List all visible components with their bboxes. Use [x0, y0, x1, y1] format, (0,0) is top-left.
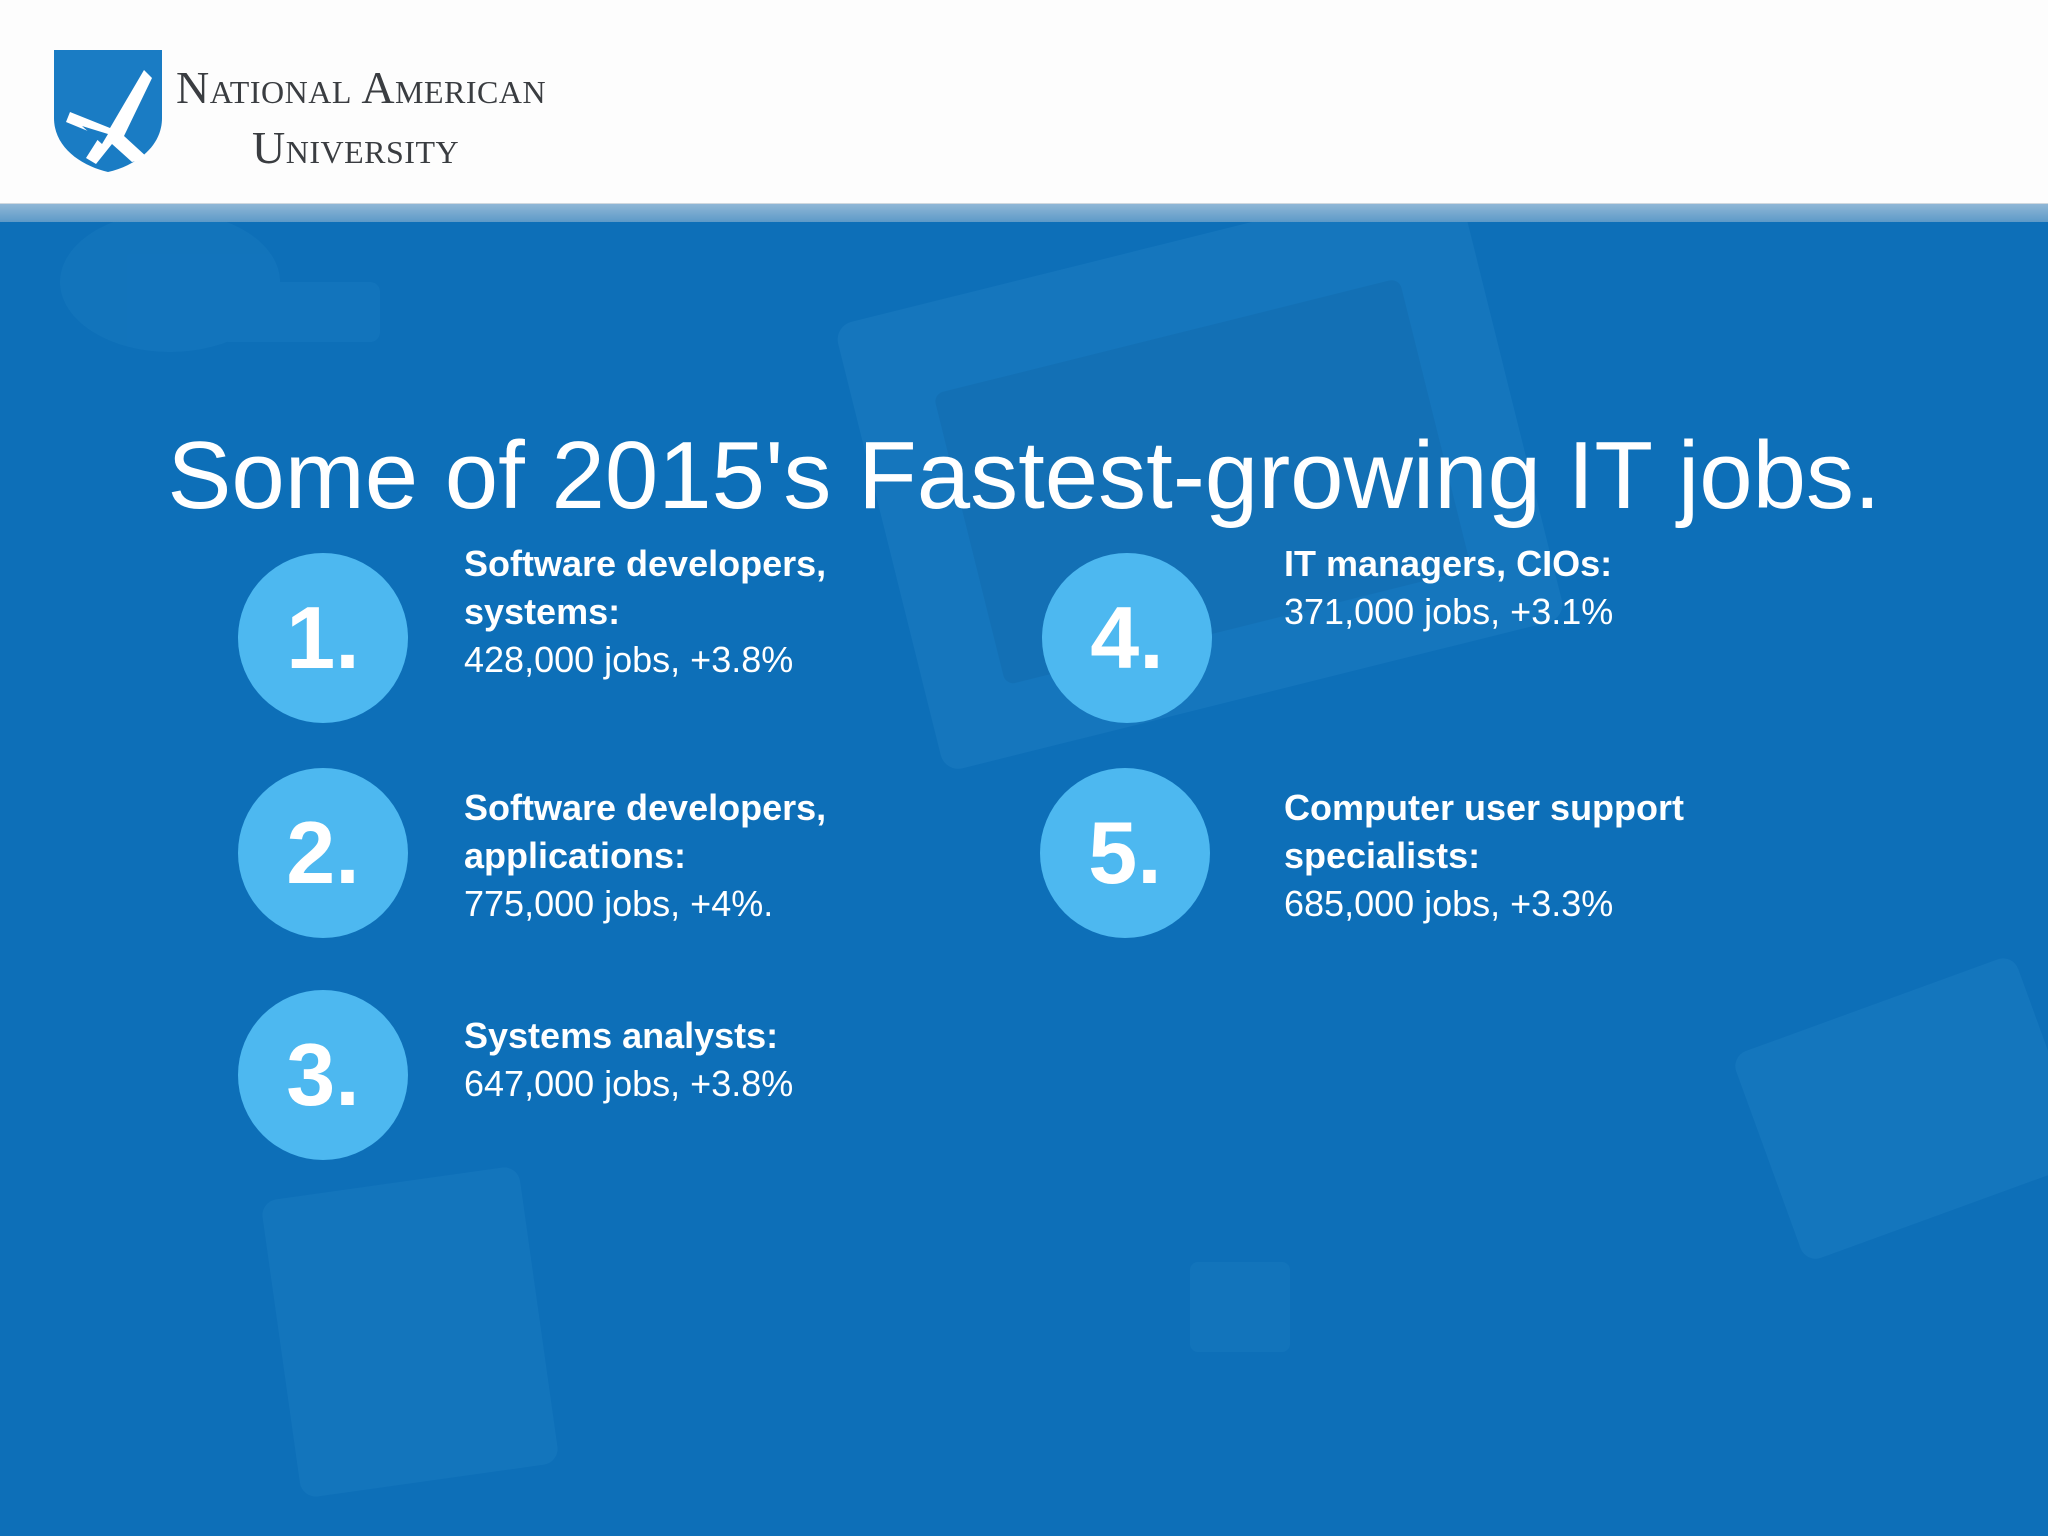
rank-badge: 1. [238, 553, 408, 723]
logo-line-1: National American [176, 62, 547, 113]
job-stat: 428,000 jobs, +3.8% [464, 639, 794, 680]
job-name: Systems analysts: [464, 1015, 779, 1056]
rank-badge: 2. [238, 768, 408, 938]
job-text: Systems analysts: 647,000 jobs, +3.8% [464, 1012, 884, 1108]
slide-title: Some of 2015's Fastest-growing IT jobs. [167, 422, 1881, 530]
rank-badge: 4. [1042, 553, 1212, 723]
logo-line-2: University [252, 122, 460, 173]
rank-badge: 3. [238, 990, 408, 1160]
header-bar: National American University [0, 0, 2048, 204]
eagle-shield-icon [54, 50, 162, 172]
job-stat: 685,000 jobs, +3.3% [1284, 883, 1614, 924]
rank-badge: 5. [1040, 768, 1210, 938]
job-name: Computer user support specialists: [1284, 787, 1685, 876]
job-name: Software developers, systems: [464, 543, 827, 632]
job-stat: 371,000 jobs, +3.1% [1284, 591, 1614, 632]
job-text: IT managers, CIOs: 371,000 jobs, +3.1% [1284, 540, 1704, 636]
logo-wordmark: National American University [176, 58, 546, 178]
header-accent-band [0, 204, 2048, 222]
job-name: Software developers, applications: [464, 787, 827, 876]
background-photo [0, 222, 2048, 1536]
job-stat: 775,000 jobs, +4%. [464, 883, 774, 924]
job-stat: 647,000 jobs, +3.8% [464, 1063, 794, 1104]
job-name: IT managers, CIOs: [1284, 543, 1613, 584]
job-text: Computer user support specialists: 685,0… [1284, 784, 1704, 928]
job-text: Software developers, systems: 428,000 jo… [464, 540, 884, 684]
job-text: Software developers, applications: 775,0… [464, 784, 884, 928]
